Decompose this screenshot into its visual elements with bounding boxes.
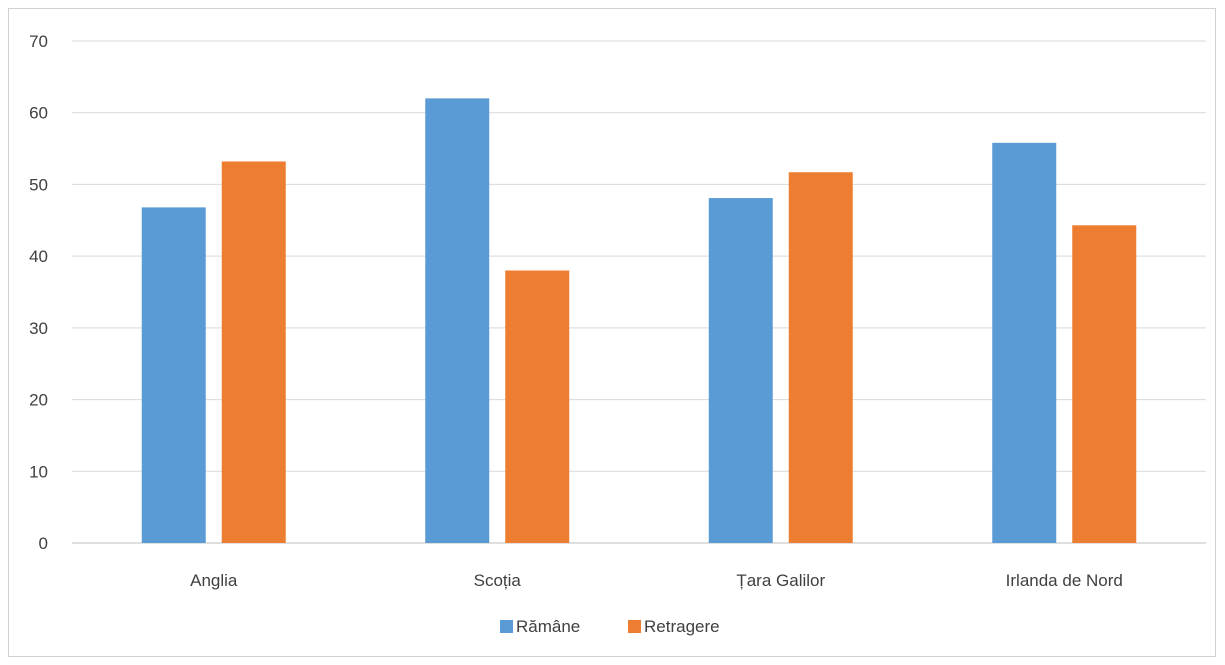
y-tick-label: 70	[29, 32, 48, 51]
bar-retragere	[505, 270, 570, 543]
y-tick-label: 30	[29, 319, 48, 338]
y-tick-label: 50	[29, 175, 48, 194]
bars	[141, 98, 1137, 544]
y-tick-label: 0	[39, 534, 48, 553]
y-tick-label: 10	[29, 462, 48, 481]
x-category-label: Anglia	[190, 571, 238, 590]
legend-swatch	[628, 620, 641, 633]
legend-label: Rămâne	[516, 617, 580, 636]
bar-ramane	[141, 207, 206, 543]
legend: Rămâne Retragere	[500, 617, 720, 636]
y-axis: 0 10 20 30 40 50 60 70	[29, 32, 48, 553]
y-tick-label: 40	[29, 247, 48, 266]
y-tick-label: 20	[29, 391, 48, 410]
bar-ramane	[708, 198, 773, 543]
legend-swatch	[500, 620, 513, 633]
legend-label: Retragere	[644, 617, 720, 636]
bar-ramane	[425, 98, 490, 543]
y-tick-label: 60	[29, 104, 48, 123]
bar-retragere	[221, 161, 286, 544]
x-category-label: Irlanda de Nord	[1006, 571, 1123, 590]
bar-ramane	[992, 142, 1057, 543]
x-axis: Anglia Scoția Țara Galilor Irlanda de Nord	[190, 571, 1123, 590]
bar-retragere	[1072, 225, 1137, 543]
x-category-label: Scoția	[474, 571, 522, 590]
bar-retragere	[788, 172, 853, 544]
x-category-label: Țara Galilor	[736, 571, 825, 590]
